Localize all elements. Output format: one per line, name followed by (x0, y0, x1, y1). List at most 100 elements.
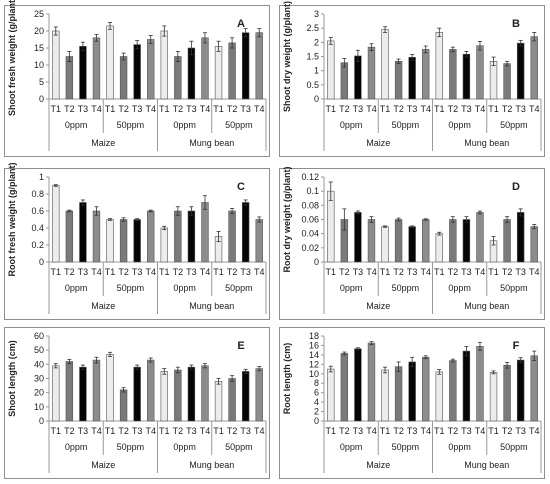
level-group-label: 50ppm (500, 283, 528, 293)
bar (174, 56, 182, 100)
x-tick-label: T4 (145, 426, 156, 436)
panel-a: 0 5 10 15 20 25 Shoot fresh weight (g/plant) T1… (4, 0, 270, 157)
x-tick-label: T2 (173, 426, 184, 436)
bar (79, 366, 87, 422)
bar (340, 62, 349, 100)
panel-letter: B (512, 18, 520, 30)
bar (327, 190, 335, 263)
bar (516, 212, 525, 263)
bar (354, 55, 362, 100)
x-tick-label: T1 (326, 426, 337, 436)
y-tick-label: 0 (39, 257, 44, 267)
bar (367, 46, 376, 100)
x-tick-label: T2 (173, 267, 184, 277)
x-tick-label: T3 (461, 104, 472, 114)
x-tick-label: T4 (200, 267, 211, 277)
level-group-label: 0ppm (173, 283, 196, 293)
x-tick-label: T2 (118, 426, 129, 436)
x-tick-label: T4 (529, 426, 540, 436)
bar (241, 371, 250, 422)
bar (408, 361, 416, 422)
x-tick-label: T3 (407, 267, 418, 277)
y-tick-label: 0.06 (301, 215, 319, 225)
x-tick-label: T1 (326, 267, 337, 277)
bar (214, 45, 223, 100)
bar (255, 32, 263, 100)
x-tick-label: T3 (240, 267, 251, 277)
bar (92, 37, 101, 100)
x-tick-label: T2 (173, 104, 184, 114)
y-tick-label: 4 (314, 397, 319, 407)
x-tick-label: T4 (145, 104, 156, 114)
y-tick-label: 0 (39, 94, 44, 104)
x-tick-label: T1 (213, 267, 224, 277)
x-tick-label: T3 (461, 426, 472, 436)
bar (106, 219, 114, 263)
bar (394, 366, 403, 422)
y-tick-label: 40 (34, 359, 44, 369)
bar (354, 212, 362, 263)
bar (367, 342, 376, 422)
level-group-label: 0ppm (65, 120, 88, 130)
crop-group-label: Mung bean (464, 138, 509, 148)
y-tick-label: 2 (314, 407, 319, 417)
panel-letter: C (237, 181, 245, 193)
x-tick-label: T1 (213, 426, 224, 436)
bar (133, 219, 141, 263)
level-group-label: 50ppm (225, 442, 253, 452)
y-axis-title: Shoot fresh weight (g/plant) (7, 0, 17, 116)
x-tick-label: T1 (380, 104, 391, 114)
bar (381, 369, 389, 422)
bar (187, 210, 196, 263)
crop-group-label: Maize (91, 138, 115, 148)
x-tick-label: T2 (393, 104, 404, 114)
x-tick-label: T4 (91, 267, 102, 277)
x-tick-label: T4 (420, 104, 431, 114)
y-tick-label: 8 (314, 378, 319, 388)
bar (52, 30, 60, 100)
x-tick-label: T3 (515, 426, 526, 436)
x-tick-label: T3 (186, 267, 197, 277)
bar (241, 202, 250, 263)
y-tick-label: 2.5 (306, 23, 319, 33)
bar (119, 56, 128, 100)
x-tick-label: T1 (434, 267, 445, 277)
level-group-label: 0ppm (448, 283, 471, 293)
bar (462, 219, 471, 263)
bar (408, 57, 416, 100)
x-tick-label: T2 (64, 104, 75, 114)
bar (462, 350, 471, 422)
crop-group-label: Mung bean (189, 460, 234, 470)
bar (422, 219, 430, 263)
bar (381, 29, 389, 100)
y-axis-title: Root fresh weight (g/plant) (7, 163, 17, 277)
bar (201, 202, 209, 263)
level-group-label: 50ppm (392, 442, 420, 452)
bar (327, 368, 335, 422)
x-tick-label: T1 (434, 426, 445, 436)
bar (92, 359, 101, 422)
level-group-label: 50ppm (500, 442, 528, 452)
bar (228, 210, 236, 263)
x-tick-label: T1 (159, 426, 170, 436)
x-tick-label: T3 (407, 426, 418, 436)
panel-letter: E (237, 340, 244, 352)
x-tick-label: T3 (78, 104, 89, 114)
x-tick-label: T4 (420, 267, 431, 277)
x-tick-label: T3 (132, 267, 143, 277)
bar (147, 359, 155, 422)
x-tick-label: T1 (380, 267, 391, 277)
y-tick-label: 20 (34, 26, 44, 36)
bar (52, 185, 60, 263)
bar (327, 40, 335, 100)
bar (530, 355, 538, 422)
bar (92, 210, 101, 263)
bar (354, 348, 362, 422)
panel-d: 0 0.02 0.04 0.06 0.08 0.1 0.12 Root dry weight … (279, 167, 545, 320)
level-group-label: 50ppm (225, 283, 253, 293)
x-tick-label: T2 (339, 104, 350, 114)
y-tick-label: 6 (314, 388, 319, 398)
x-tick-label: T4 (366, 426, 377, 436)
